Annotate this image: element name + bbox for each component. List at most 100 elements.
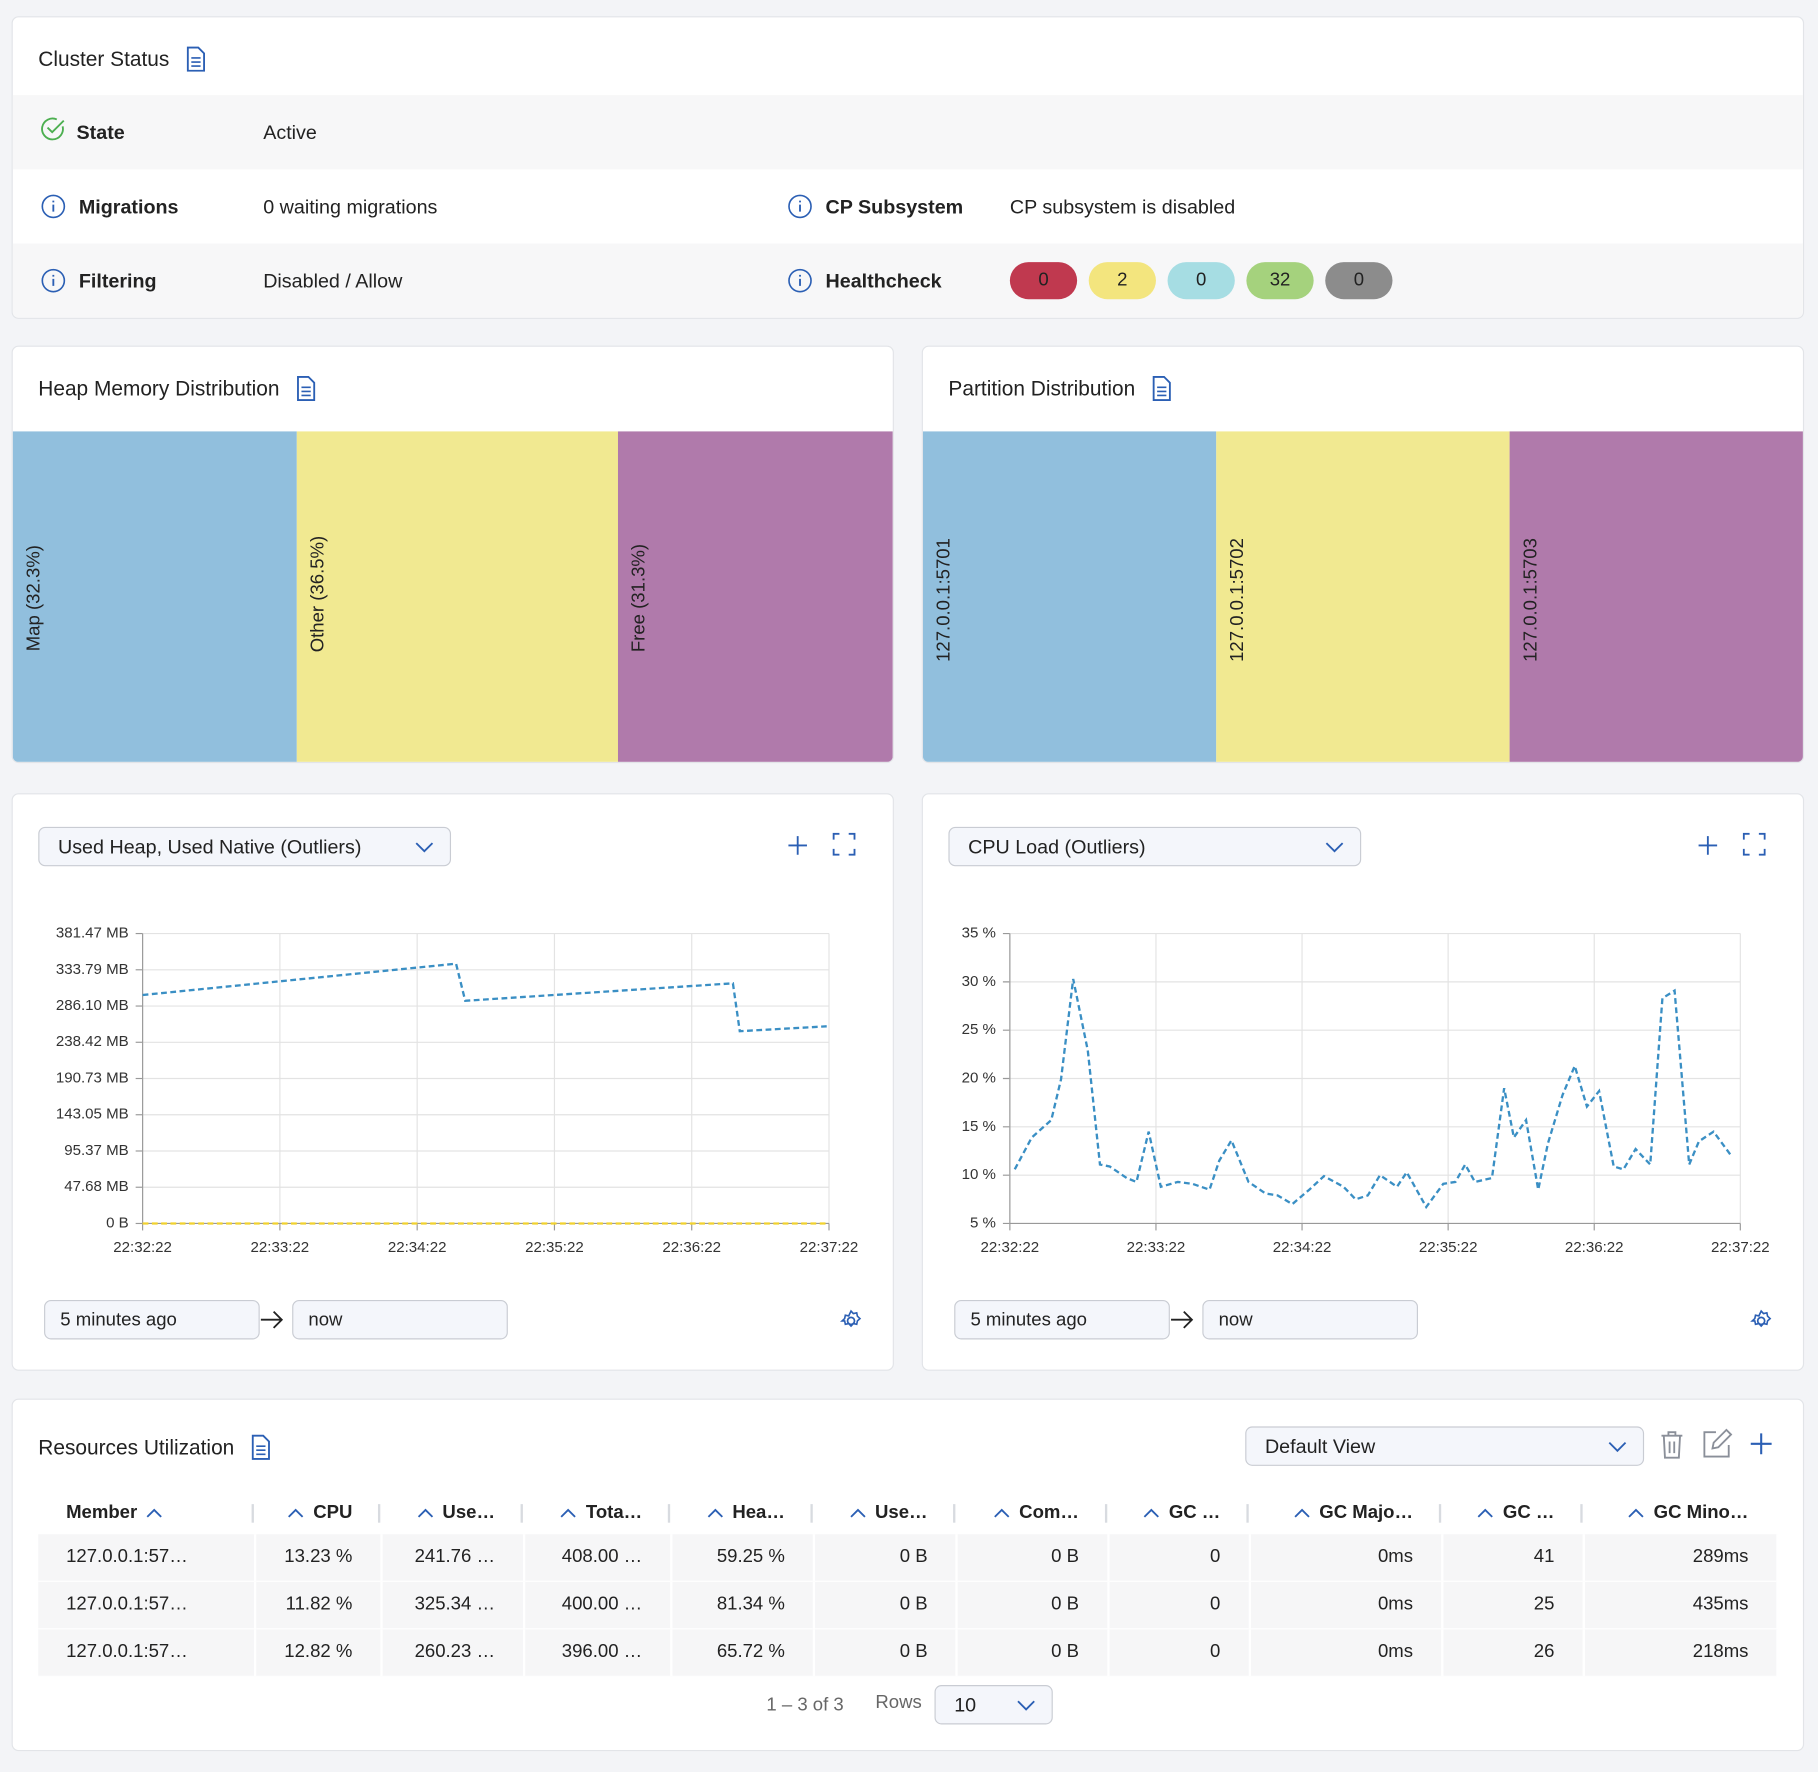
segment-label: Other (36.5%) [308, 535, 329, 652]
treemap-segment: 127.0.0.1:5703 [1509, 431, 1803, 762]
doc-icon[interactable] [1151, 375, 1172, 402]
card-header: Resources Utilization [38, 1434, 272, 1461]
time-to[interactable]: now [292, 1300, 508, 1340]
metric-name: CPU Load (Outliers) [968, 836, 1146, 859]
fullscreen-button[interactable] [832, 832, 856, 856]
table-cell: 41 [1442, 1534, 1585, 1582]
metric-select[interactable]: CPU Load (Outliers) [948, 826, 1362, 867]
sort-caret[interactable] [288, 1508, 304, 1518]
table-cell: 0 [1107, 1534, 1251, 1582]
health-pill: 0 [1167, 262, 1235, 300]
line-chart: 5 % 10 % 15 % 20 % 25 % 30 % 35 % 22:32:22 22:33… [962, 925, 1770, 1256]
card-title: Heap Memory Distribution [38, 376, 280, 400]
column-header: Use… [381, 1493, 524, 1535]
add-button[interactable] [1750, 1432, 1773, 1455]
sort-caret[interactable] [707, 1508, 723, 1518]
settings-button[interactable] [1750, 1309, 1773, 1332]
view-select[interactable]: Default View [1245, 1426, 1645, 1466]
column-title: GC … [1502, 1502, 1555, 1523]
segment-label: 127.0.0.1:5702 [1227, 538, 1248, 663]
doc-icon[interactable] [186, 46, 207, 72]
table-cell: 218ms [1583, 1628, 1779, 1677]
cpu-chart-card: CPU Load (Outliers) 5 minutes ago now 5 % 10… [921, 793, 1805, 1371]
x-tick-label: 22:37:22 [800, 1239, 859, 1256]
column-header: GC Majo… [1249, 1493, 1442, 1535]
row-value: CP subsystem is disabled [1009, 195, 1236, 219]
sort-caret[interactable] [1143, 1508, 1160, 1518]
table-cell: 12.82 % [254, 1628, 383, 1677]
heap-chart-card: Used Heap, Used Native (Outliers) 5 minut… [11, 793, 894, 1371]
sort-caret[interactable] [1628, 1508, 1644, 1518]
settings-button[interactable] [839, 1309, 862, 1332]
y-tick-label: 190.73 MB [56, 1069, 129, 1086]
table-cell: 26 [1442, 1628, 1585, 1677]
fullscreen-button[interactable] [1742, 832, 1766, 856]
page-size-select[interactable]: 10 [934, 1685, 1053, 1725]
segment-label: 127.0.0.1:5701 [934, 538, 955, 663]
delete-button[interactable] [1659, 1430, 1685, 1460]
sort-caret[interactable] [849, 1508, 866, 1518]
time-from[interactable]: 5 minutes ago [954, 1300, 1170, 1340]
info-icon [41, 194, 66, 219]
row-label: Healthcheck [825, 270, 942, 293]
table-cell: 0 B [813, 1628, 958, 1677]
column-header: Com… [957, 1493, 1108, 1535]
table-cell: 81.34 % [671, 1581, 816, 1630]
table-cell: 0ms [1249, 1628, 1444, 1677]
add-button[interactable] [1697, 835, 1718, 856]
card-header: Cluster Status [38, 46, 206, 72]
sort-caret[interactable] [147, 1508, 163, 1518]
column-header: GC … [1442, 1493, 1583, 1535]
y-tick-label: 5 % [970, 1214, 996, 1231]
table-cell: 0 [1107, 1628, 1251, 1677]
y-tick-label: 20 % [962, 1069, 996, 1086]
table-cell: 289ms [1583, 1534, 1779, 1582]
table-cell: 0 B [813, 1534, 958, 1582]
sort-caret[interactable] [994, 1508, 1010, 1518]
time-from[interactable]: 5 minutes ago [44, 1300, 260, 1340]
segment-label: Map (32.3%) [24, 545, 45, 652]
table-cell: 127.0.0.1:57… [38, 1581, 257, 1630]
y-tick-label: 35 % [962, 925, 996, 942]
series-line [142, 962, 827, 1033]
sort-caret[interactable] [417, 1508, 433, 1518]
sort-caret[interactable] [1294, 1508, 1310, 1518]
row-value: 0 waiting migrations [263, 195, 438, 219]
add-button[interactable] [787, 835, 808, 856]
doc-icon[interactable] [251, 1434, 272, 1461]
chevron [1608, 1441, 1627, 1453]
treemap-segment: Free (31.3%) [617, 431, 893, 762]
arrow-icon [260, 1310, 284, 1329]
column-header: GC … [1108, 1493, 1249, 1535]
doc-icon[interactable] [296, 375, 317, 402]
column-title: Tota… [585, 1502, 643, 1523]
pagination: 1 – 3 of 3 [766, 1695, 844, 1716]
table-cell: 13.23 % [254, 1534, 383, 1582]
table-cell: 325.34 … [381, 1581, 526, 1630]
partition-card: Partition Distribution 127.0.0.1:5701 127… [921, 345, 1805, 764]
time-to[interactable]: now [1202, 1300, 1418, 1340]
column-title: GC … [1168, 1502, 1221, 1523]
resources-card: Resources Utilization Default View Membe… [11, 1398, 1805, 1752]
health-pill: 0 [1325, 262, 1393, 300]
edit-button[interactable] [1701, 1428, 1733, 1460]
sort-caret[interactable] [560, 1508, 577, 1518]
table-cell: 0 B [956, 1628, 1110, 1677]
info-icon [788, 268, 812, 293]
header-row: Member CPU Use… Tota… Hea… Use… Com… GC … GC Maj… [38, 1493, 1777, 1535]
table-cell: 127.0.0.1:57… [38, 1534, 257, 1582]
table-cell: 408.00 … [524, 1534, 673, 1582]
treemap-segment: Map (32.3%) [12, 431, 297, 762]
table-cell: 241.76 … [381, 1534, 526, 1582]
healthcheck-pills: 0 2 0 32 0 [1009, 262, 1404, 300]
metric-name: Used Heap, Used Native (Outliers) [57, 836, 362, 859]
line-chart: 0 B 47.68 MB 95.37 MB 143.05 MB 190.73 MB 238… [56, 925, 859, 1256]
page-size: 10 [954, 1694, 977, 1717]
resources-table: Member CPU Use… Tota… Hea… Use… Com… GC … GC Maj… [38, 1493, 1779, 1677]
metric-select[interactable]: Used Heap, Used Native (Outliers) [38, 826, 452, 867]
sort-caret[interactable] [1477, 1508, 1494, 1518]
health-pill: 2 [1088, 262, 1156, 300]
x-tick-label: 22:35:22 [525, 1239, 584, 1256]
